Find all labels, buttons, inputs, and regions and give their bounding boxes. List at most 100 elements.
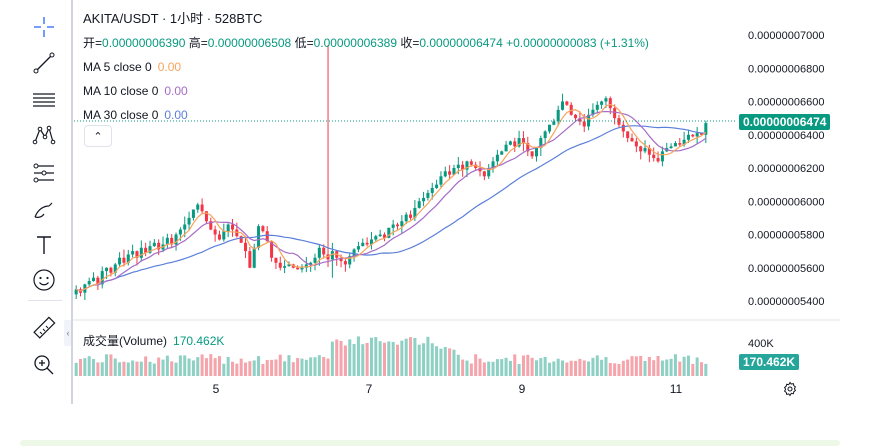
volume-bar [113,358,117,376]
fib-retracement-icon [33,163,54,183]
volume-bar [213,358,217,376]
candle-body [200,204,204,212]
candle-body [361,242,365,247]
text-tool-button[interactable] [28,230,60,260]
candle-body [287,264,291,267]
candle-body [261,226,265,232]
volume-bar [335,339,339,376]
candle-body [356,246,360,250]
crosshair-tool-button[interactable] [28,12,60,42]
candle-body [391,224,395,228]
volume-bar [152,363,156,376]
volume-legend[interactable]: 成交量(Volume) 170.462K [83,332,224,349]
volume-bar [226,357,230,376]
candle-body [487,168,491,177]
candle-body [387,227,391,238]
volume-bar [122,361,126,376]
volume-bar [300,358,304,376]
volume-bar [691,363,695,376]
candle-body [270,241,274,258]
candle-body [682,139,686,145]
candle-body [378,234,382,237]
volume-bar [461,359,465,376]
ruler-icon [33,316,56,339]
volume-bar [178,355,182,376]
candle-body [239,236,243,243]
candle-body [109,267,113,273]
ma30-line [75,125,706,292]
volume-bar [604,357,608,376]
pattern-tool-button[interactable] [28,120,60,150]
ma10-line [75,110,707,292]
volume-bar [552,361,556,376]
candle-body [226,224,230,232]
volume-bar [278,354,282,376]
candle-body [92,277,96,282]
volume-bar [574,360,578,376]
volume-bar [191,360,195,376]
volume-bar [400,340,404,376]
volume-bar [495,359,499,376]
volume-bar [608,362,612,376]
volume-bar [343,345,347,376]
candle-body [139,247,143,258]
volume-bar [157,357,161,376]
candle-body [157,242,161,250]
current-volume-tag: 170.462K [739,354,800,370]
candle-body [578,118,582,122]
candle-body [135,251,139,258]
toolbar-collapse-handle[interactable]: ‹ [64,320,72,346]
ma10-legend[interactable]: MA 10 close 0 0.00 [83,83,649,99]
close-label: 收= [400,36,420,50]
ruler-tool-button[interactable] [28,313,60,343]
candle-body [656,158,660,162]
candle-body [317,247,321,258]
ma5-value: 0.00 [157,60,182,74]
volume-bar [626,359,630,376]
volume-bar [291,362,295,376]
zoom-in-tool-button[interactable] [28,350,60,380]
candle-body [235,229,239,237]
candle-body [504,144,508,152]
candle-body [330,251,334,260]
volume-bar [100,362,104,376]
volume-bar [252,360,256,376]
volume-bar [534,360,538,376]
close-value: 0.00000006474 [419,36,503,50]
price-axis-label: 0.00000006200 [748,163,824,175]
candle-body [404,214,408,222]
candle-body [552,121,556,125]
volume-bar [673,354,677,376]
symbol-title[interactable]: AKITA/USDT · 1小时 · 528BTC [83,11,263,26]
horizontal-lines-tool-button[interactable] [28,85,60,115]
trend-line-tool-button[interactable] [28,48,60,78]
fib-retracement-tool-button[interactable] [28,158,60,188]
candle-body [118,257,122,265]
brush-tool-button[interactable] [28,196,60,226]
emoji-tool-button[interactable] [28,265,60,295]
volume-bar [83,358,87,376]
candle-body [461,164,465,170]
volume-bar [131,360,135,376]
candle-body [122,257,126,263]
chart-canvas[interactable]: 0.00000007000 0.00000006800 0.00000006600 0… [0,0,893,404]
candle-body [621,124,625,132]
candle-body [608,98,612,109]
candle-body [526,143,530,152]
ma30-value: 0.00 [164,108,188,122]
text-icon [37,236,51,254]
chart-area[interactable]: 0.00000007000 0.00000006800 0.00000006600 0… [0,0,893,404]
ma30-legend[interactable]: MA 30 close 0 0.00 [83,107,649,123]
chart-settings-button[interactable] [782,381,798,397]
volume-bar [643,360,647,376]
low-label: 低= [294,36,314,50]
brush-icon [34,202,53,218]
legend-collapse-button[interactable]: ⌃ [84,125,112,147]
candle-body [100,271,104,285]
candle-body [647,148,651,155]
candle-body [395,224,400,227]
volume-bar [660,360,664,376]
ma5-legend[interactable]: MA 5 close 0 0.00 [83,59,649,75]
volume-bar [187,358,191,376]
candle-body [630,138,634,142]
